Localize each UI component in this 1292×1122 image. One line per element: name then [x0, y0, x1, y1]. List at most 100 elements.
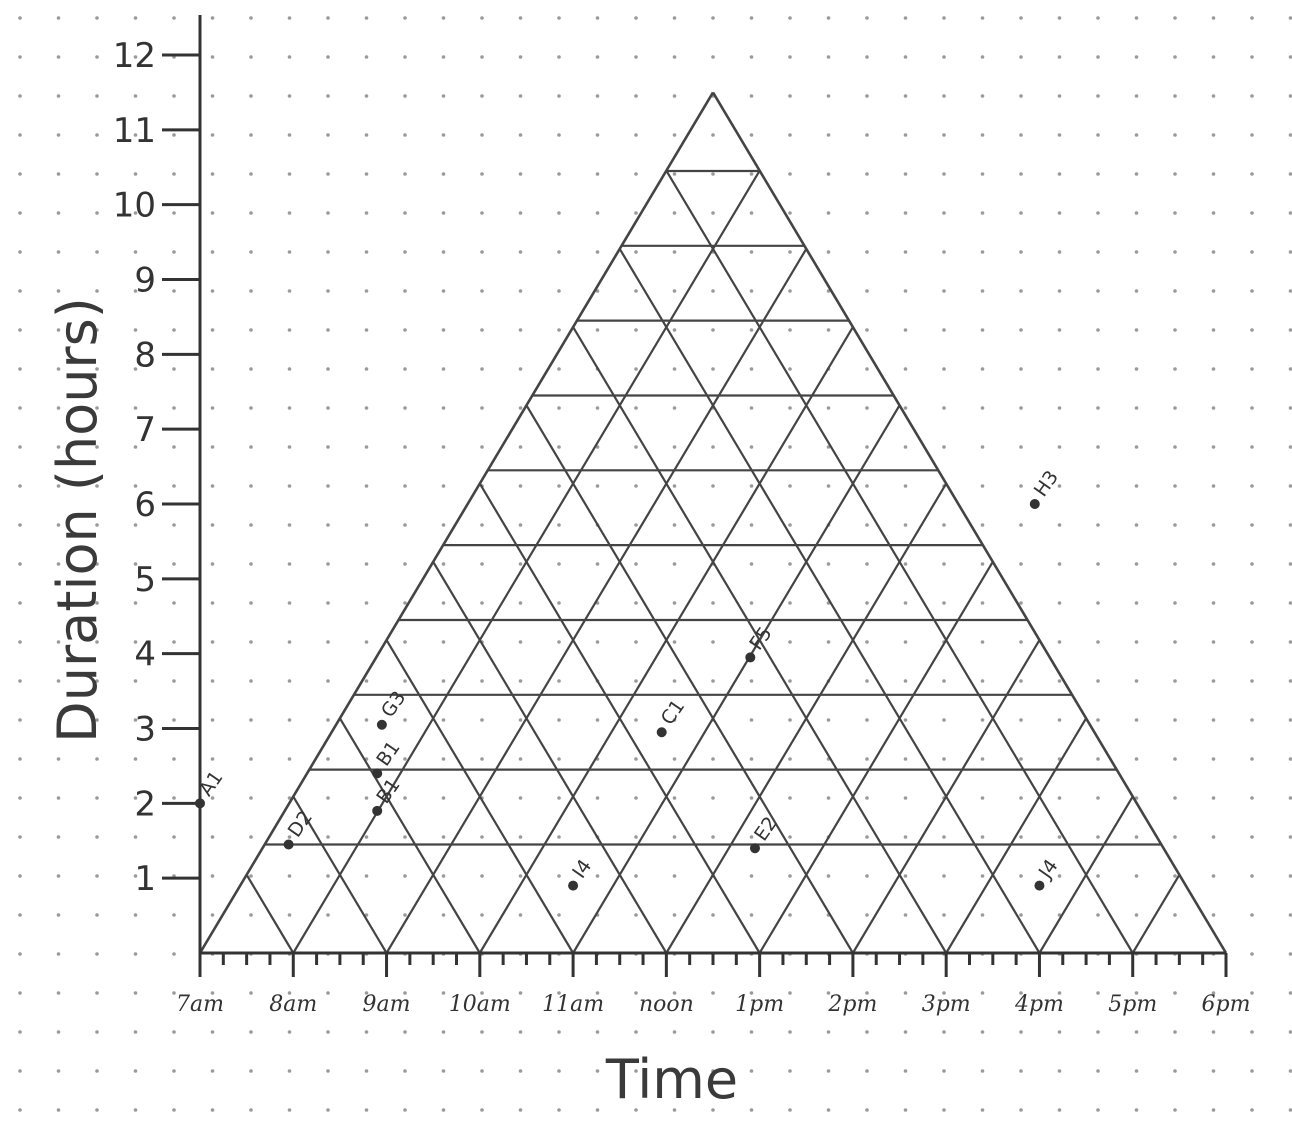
paper-dot: [634, 991, 638, 995]
paper-dot: [172, 913, 176, 917]
paper-dot: [1096, 484, 1100, 488]
paper-dot: [1057, 1069, 1062, 1073]
paper-dot: [172, 523, 176, 527]
paper-dot: [1250, 640, 1254, 644]
paper-dot: [1134, 211, 1139, 215]
paper-dot: [95, 874, 99, 878]
paper-dot: [210, 250, 215, 254]
paper-dot: [1173, 1030, 1177, 1034]
paper-dot: [287, 172, 292, 176]
x-tick-label: 9am: [363, 992, 411, 1017]
paper-dot: [903, 1108, 908, 1112]
paper-dot: [172, 211, 176, 215]
paper-dot: [210, 94, 215, 98]
x-tick-label: 3pm: [922, 992, 971, 1017]
paper-dot: [403, 1069, 407, 1073]
paper-dot: [172, 484, 176, 488]
paper-dot: [95, 172, 99, 176]
paper-dot: [942, 718, 946, 722]
paper-dot: [980, 1069, 985, 1073]
paper-dot: [56, 94, 61, 98]
paper-dot: [942, 94, 946, 98]
paper-dot: [1288, 94, 1292, 98]
paper-dot: [749, 562, 754, 566]
paper-dot: [18, 679, 22, 683]
paper-dot: [788, 250, 792, 254]
paper-dot: [441, 328, 446, 332]
paper-dot: [18, 562, 22, 566]
triangle-right-edge: [711, 91, 1228, 954]
paper-dot: [441, 991, 446, 995]
paper-dot: [364, 1030, 369, 1034]
paper-dot: [1096, 445, 1100, 449]
paper-dot: [634, 289, 638, 293]
paper-dot: [287, 211, 292, 215]
paper-dot: [326, 328, 330, 332]
paper-dot: [1173, 562, 1177, 566]
paper-dot: [364, 523, 369, 527]
paper-dot: [1288, 172, 1292, 176]
paper-dot: [441, 133, 446, 137]
paper-dot: [557, 562, 561, 566]
y-tick-label: 11: [113, 111, 156, 151]
paper-dot: [1288, 1069, 1292, 1073]
paper-dot: [403, 679, 407, 683]
paper-dot: [1250, 406, 1254, 410]
paper-dot: [1096, 913, 1100, 917]
paper-dot: [287, 601, 292, 605]
paper-dot: [518, 718, 523, 722]
paper-dot: [980, 874, 985, 878]
paper-dot: [518, 835, 523, 839]
paper-dot: [749, 94, 754, 98]
paper-dot: [1211, 640, 1216, 644]
paper-dot: [672, 406, 677, 410]
paper-dot: [1250, 757, 1254, 761]
paper-dot: [788, 1030, 792, 1034]
paper-dot: [133, 94, 138, 98]
paper-dot: [634, 913, 638, 917]
paper-dot: [480, 211, 484, 215]
data-point: [372, 805, 383, 816]
paper-dot: [788, 991, 792, 995]
paper-dot: [826, 211, 831, 215]
y-tick-label: 3: [134, 710, 156, 750]
paper-dot: [980, 172, 985, 176]
paper-dot: [1019, 328, 1023, 332]
paper-dot: [672, 1108, 677, 1112]
paper-dot: [749, 484, 754, 488]
paper-dot: [172, 289, 176, 293]
paper-dot: [942, 367, 946, 371]
paper-dot: [210, 328, 215, 332]
paper-dot: [172, 640, 176, 644]
paper-dot: [133, 601, 138, 605]
paper-dot: [133, 172, 138, 176]
paper-dot: [749, 640, 754, 644]
paper-dot: [634, 835, 638, 839]
paper-dot: [903, 16, 908, 20]
paper-dot: [749, 991, 754, 995]
paper-dot: [1057, 94, 1062, 98]
paper-dot: [1096, 601, 1100, 605]
paper-dot: [711, 796, 715, 800]
paper-dot: [711, 133, 715, 137]
data-point: [656, 727, 667, 738]
paper-dot: [1250, 952, 1254, 956]
paper-dot: [249, 991, 253, 995]
paper-dot: [711, 1069, 715, 1073]
paper-dot: [634, 16, 638, 20]
paper-dot: [1173, 16, 1177, 20]
paper-dot: [980, 94, 985, 98]
paper-dot: [595, 1108, 600, 1112]
paper-dot: [865, 133, 869, 137]
triangle-grid: [198, 91, 1228, 954]
paper-dot: [595, 133, 600, 137]
paper-dot: [634, 523, 638, 527]
paper-dot: [18, 640, 22, 644]
paper-dot: [403, 1030, 407, 1034]
paper-dot: [903, 562, 908, 566]
paper-dot: [1288, 406, 1292, 410]
paper-dot: [364, 250, 369, 254]
paper-dot: [711, 55, 715, 59]
paper-dot: [1057, 679, 1062, 683]
paper-dot: [441, 484, 446, 488]
